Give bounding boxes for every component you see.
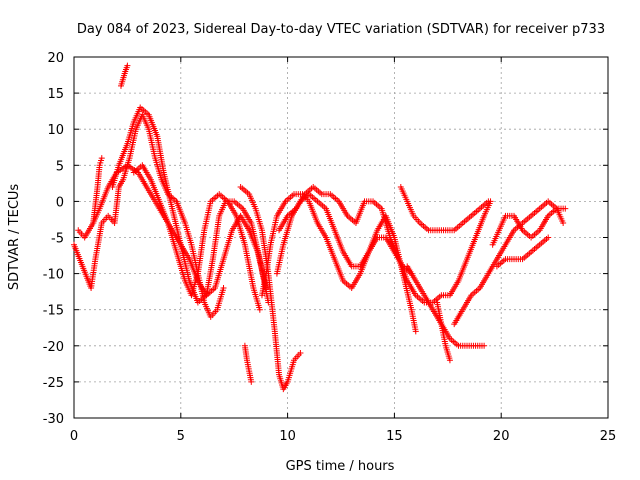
y-tick-label: 5 <box>56 159 64 174</box>
series-arc-g <box>237 183 304 393</box>
x-tick-label: 0 <box>70 429 78 444</box>
series-arc-l <box>397 183 492 234</box>
data-point <box>562 205 569 212</box>
series-arc-n <box>434 299 453 364</box>
y-tick-label: -10 <box>43 268 64 283</box>
data-point <box>256 306 263 313</box>
y-tick-label: -5 <box>51 232 64 247</box>
data-point <box>485 198 492 205</box>
x-tick-label: 25 <box>600 429 617 444</box>
data-point <box>297 350 304 357</box>
y-axis-label: SDTVAR / TECUs <box>7 184 22 291</box>
y-tick-label: 10 <box>47 123 64 138</box>
x-axis-label: GPS time / hours <box>286 459 395 474</box>
y-tick-label: 20 <box>47 51 64 66</box>
data-point <box>446 357 453 364</box>
y-tick-label: 15 <box>47 87 64 102</box>
chart-title: Day 084 of 2023, Sidereal Day-to-day VTE… <box>77 22 605 37</box>
series-arc-k <box>276 183 494 306</box>
y-tick-label: -25 <box>43 376 64 391</box>
series-arc-p <box>489 205 569 248</box>
y-tick-label: -15 <box>43 304 64 319</box>
data-point <box>220 285 227 292</box>
series-arc-q <box>493 234 552 270</box>
x-tick-label: 15 <box>386 429 403 444</box>
series-arc-b <box>117 62 131 89</box>
data-point <box>481 342 488 349</box>
x-tick-label: 20 <box>493 429 510 444</box>
data-point <box>560 220 567 227</box>
data-series <box>71 62 569 393</box>
series-arc-i <box>258 191 415 299</box>
x-tick-label: 10 <box>279 429 296 444</box>
y-tick-label: -20 <box>43 340 64 355</box>
data-point <box>545 234 552 241</box>
axis-ticks: 0 5 10 15 20 25 -30 -25 -20 -15 -10 -5 0 5 10 15 20 <box>43 51 617 444</box>
data-point <box>98 155 105 162</box>
series-arc-e <box>109 104 272 306</box>
series-arc-h <box>241 342 255 385</box>
x-tick-label: 5 <box>177 429 185 444</box>
series-arc-d <box>90 155 105 227</box>
y-tick-label: -30 <box>43 412 64 427</box>
data-point <box>248 378 255 385</box>
data-point <box>412 328 419 335</box>
series-arc-f <box>130 162 263 313</box>
y-tick-label: 0 <box>56 195 64 210</box>
data-point <box>124 62 131 69</box>
series-arc-m <box>404 263 488 349</box>
